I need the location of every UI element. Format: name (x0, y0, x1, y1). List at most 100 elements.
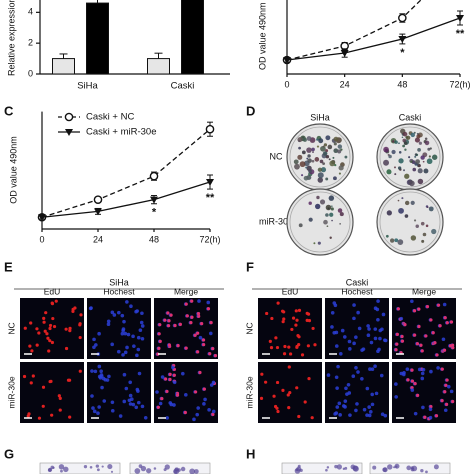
plate-rim (289, 126, 351, 188)
edu-spot (311, 326, 315, 331)
edu-spot (68, 328, 72, 333)
nucleus (165, 416, 170, 420)
colony (337, 149, 342, 154)
x-tick-label: 0 (39, 234, 44, 244)
colony (328, 195, 335, 201)
nucleus (367, 413, 372, 418)
nucleus (136, 335, 141, 340)
edu-spot (35, 327, 39, 331)
stain (189, 468, 196, 474)
nucleus (98, 376, 103, 380)
colony (339, 223, 341, 225)
stain (336, 464, 342, 470)
nucleus (181, 371, 185, 376)
colony (314, 157, 320, 162)
colony (410, 160, 413, 163)
colony (315, 203, 321, 210)
edu-spot (197, 314, 201, 318)
colony (426, 158, 433, 165)
edu-spot (275, 345, 280, 350)
nucleus (116, 349, 121, 354)
colony (323, 219, 328, 225)
nucleus (125, 300, 129, 304)
nucleus (110, 342, 114, 347)
plate (376, 188, 444, 256)
nucleus (379, 373, 384, 378)
edu-spot (413, 381, 417, 386)
stain (180, 466, 186, 472)
stain (134, 468, 141, 474)
nucleus (206, 300, 211, 305)
nucleus (91, 406, 95, 410)
colony (306, 157, 309, 160)
edu-spot (184, 346, 188, 350)
edu-spot (50, 340, 55, 345)
colony (413, 219, 417, 222)
colony (294, 163, 300, 170)
edu-spot (290, 327, 294, 332)
edu-spot (268, 339, 272, 343)
stain (177, 468, 181, 472)
marker (206, 179, 214, 187)
edu-spot (394, 348, 398, 352)
colony (316, 195, 320, 200)
stain (395, 465, 398, 468)
nucleus (354, 365, 358, 370)
colony (403, 169, 405, 172)
colony (397, 239, 404, 245)
micrograph (258, 298, 322, 359)
nucleus (428, 415, 433, 420)
colony (312, 151, 314, 153)
edu-spot (445, 321, 449, 325)
nucleus (333, 412, 337, 416)
nucleus (335, 405, 340, 409)
colony (322, 162, 326, 166)
edu-spot (424, 334, 428, 338)
nucleus (97, 364, 102, 369)
colony (391, 140, 395, 143)
nucleus (90, 369, 94, 373)
colony (344, 155, 348, 159)
edu-spot (287, 345, 291, 349)
nucleus (378, 336, 382, 341)
colony (414, 137, 420, 143)
colony (307, 158, 312, 163)
colony (305, 166, 308, 169)
colony (306, 147, 312, 153)
nucleus (96, 411, 100, 416)
nucleus (135, 353, 139, 358)
edu-spot (50, 413, 54, 417)
colony (338, 165, 344, 171)
nucleus (129, 304, 133, 308)
edu-spot (269, 345, 274, 350)
colony (417, 178, 424, 185)
colony (326, 225, 329, 228)
edu-spot (167, 319, 171, 323)
edu-spot (66, 378, 71, 382)
nucleus (172, 403, 176, 407)
colony (317, 241, 321, 245)
y-axis-label: Relative expression (6, 0, 16, 76)
stain (95, 464, 99, 468)
colony (404, 173, 410, 179)
colony (297, 137, 303, 143)
x-tick-label: 72(h) (199, 234, 220, 244)
edu-spot (303, 400, 307, 404)
colony (394, 140, 398, 144)
nucleus (443, 408, 448, 413)
colony (308, 217, 313, 222)
nucleus (376, 299, 380, 303)
row-label: miR-30e (244, 376, 254, 408)
edu-spot (54, 299, 58, 303)
marker (340, 50, 349, 57)
colony (330, 207, 334, 211)
edu-spot (297, 335, 301, 339)
bar (86, 2, 109, 75)
stain (406, 465, 412, 471)
nucleus (351, 374, 356, 379)
colony (408, 156, 411, 159)
stain (146, 468, 152, 474)
edu-spot (43, 329, 47, 333)
colony (325, 213, 329, 217)
edu-spot (310, 416, 314, 420)
